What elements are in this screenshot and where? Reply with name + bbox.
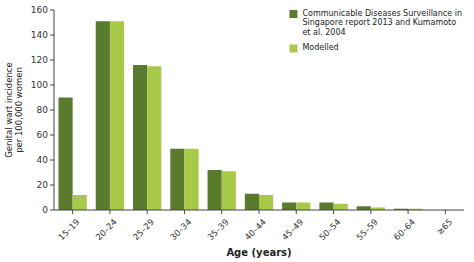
bar [319,203,333,211]
legend-swatch [289,45,297,53]
bar [96,21,110,210]
x-tick [333,210,334,214]
bar [110,21,124,210]
bar [133,65,147,210]
bars [58,21,422,210]
bar [334,204,348,210]
x-tick [184,210,185,214]
bar [245,194,259,210]
y-tick-label: 60 [37,130,49,140]
chart: 0 20 40 60 80 100 120 140 160 15–19 20–24 25–29 30–3… [0,0,474,262]
y-tick-label: 40 [37,155,49,165]
bar [208,170,222,210]
x-tick [445,210,446,214]
legend-label: Modelled [302,43,338,52]
y-tick [50,35,54,36]
y-tick [50,160,54,161]
y-tick [50,110,54,111]
x-axis-label: Age (years) [226,247,291,258]
bar [259,195,273,210]
legend-swatch [289,10,297,18]
x-tick-label: 60–64 [392,217,417,242]
x-tick-label: 35–39 [205,217,230,242]
bar [170,149,184,210]
y-tick-label: 20 [37,180,49,190]
bar [282,203,296,211]
bar [296,203,310,211]
legend-label: Communicable Diseases Surveillance inSin… [302,9,462,37]
bar [73,195,87,210]
x-tick [109,210,110,214]
y-tick-label: 100 [31,80,48,90]
y-tick [50,135,54,136]
y-tick [50,60,54,61]
y-tick [50,85,54,86]
x-tick-label: 30–34 [168,217,193,242]
y-tick-label: 160 [31,5,48,15]
y-tick-label: 0 [42,205,48,215]
bar [58,98,72,211]
x-tick [296,210,297,214]
x-tick-label: 55–59 [354,217,379,242]
y-tick-label: 120 [31,55,48,65]
x-tick [147,210,148,214]
x-tick [221,210,222,214]
x-tick-label: 40–44 [243,217,268,242]
y-tick [50,185,54,186]
y-tick [50,10,54,11]
x-tick [259,210,260,214]
x-tick [72,210,73,214]
y-tick [50,210,54,211]
x-tick-label: 45–49 [280,217,305,242]
x-tick [370,210,371,214]
x-tick-label: 50–54 [317,217,342,242]
x-tick [408,210,409,214]
bar [222,171,236,210]
x-tick-label: 20–24 [93,217,118,242]
x-tick-label: ≥65 [435,217,455,237]
x-tick-label: 15–19 [56,217,81,242]
y-axis-label: Genital wart incidenceper 100,000 women [4,62,24,158]
bar [357,206,371,210]
y-tick-label: 80 [37,105,49,115]
bar [184,149,198,210]
bar [147,66,161,210]
legend: Communicable Diseases Surveillance inSin… [289,9,462,53]
y-tick-label: 140 [31,30,48,40]
x-tick-label: 25–29 [131,217,156,242]
